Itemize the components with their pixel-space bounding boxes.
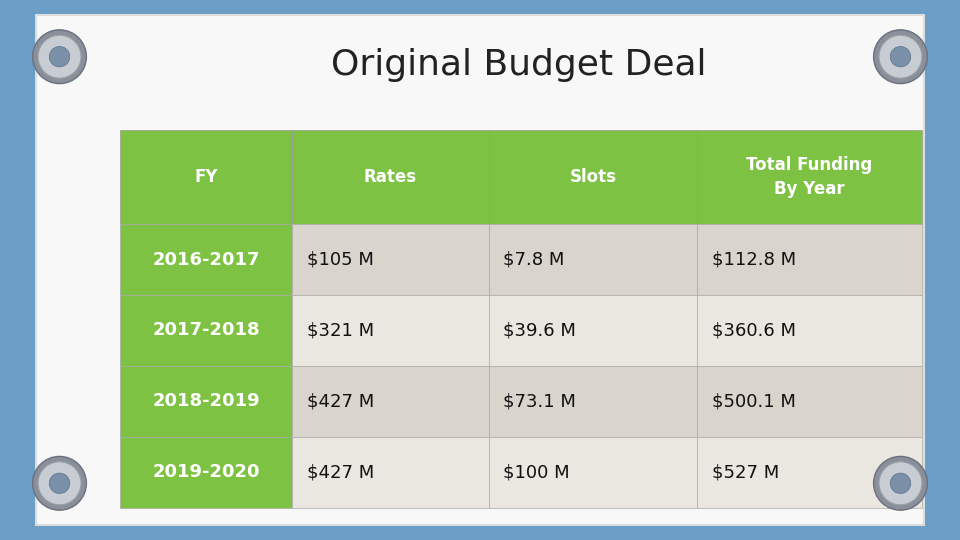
FancyBboxPatch shape xyxy=(120,130,293,224)
Ellipse shape xyxy=(890,473,911,494)
FancyBboxPatch shape xyxy=(293,366,489,437)
Ellipse shape xyxy=(874,456,927,510)
FancyBboxPatch shape xyxy=(293,130,489,224)
Text: 2017-2018: 2017-2018 xyxy=(153,321,260,340)
FancyBboxPatch shape xyxy=(120,437,293,508)
FancyBboxPatch shape xyxy=(489,130,697,224)
Text: Original Budget Deal: Original Budget Deal xyxy=(330,48,707,82)
Ellipse shape xyxy=(33,30,86,84)
FancyBboxPatch shape xyxy=(293,295,489,366)
Text: $321 M: $321 M xyxy=(307,321,373,340)
Text: $100 M: $100 M xyxy=(503,463,570,481)
Ellipse shape xyxy=(49,473,70,494)
Ellipse shape xyxy=(890,46,911,67)
FancyBboxPatch shape xyxy=(697,224,922,295)
Text: $7.8 M: $7.8 M xyxy=(503,251,564,268)
Ellipse shape xyxy=(879,35,922,78)
Ellipse shape xyxy=(33,456,86,510)
FancyBboxPatch shape xyxy=(293,224,489,295)
Text: $73.1 M: $73.1 M xyxy=(503,392,576,410)
Text: Rates: Rates xyxy=(364,168,417,186)
Text: 2019-2020: 2019-2020 xyxy=(153,463,260,481)
FancyBboxPatch shape xyxy=(697,366,922,437)
FancyBboxPatch shape xyxy=(489,437,697,508)
FancyBboxPatch shape xyxy=(120,224,293,295)
Ellipse shape xyxy=(38,462,81,505)
Text: $500.1 M: $500.1 M xyxy=(711,392,796,410)
Ellipse shape xyxy=(874,30,927,84)
FancyBboxPatch shape xyxy=(697,130,922,224)
Text: $39.6 M: $39.6 M xyxy=(503,321,576,340)
Text: $360.6 M: $360.6 M xyxy=(711,321,796,340)
FancyBboxPatch shape xyxy=(36,15,924,525)
FancyBboxPatch shape xyxy=(697,295,922,366)
Text: Total Funding
By Year: Total Funding By Year xyxy=(746,156,873,198)
FancyBboxPatch shape xyxy=(120,295,293,366)
Ellipse shape xyxy=(38,35,81,78)
Ellipse shape xyxy=(879,462,922,505)
Ellipse shape xyxy=(49,46,70,67)
Text: 2016-2017: 2016-2017 xyxy=(153,251,260,268)
FancyBboxPatch shape xyxy=(489,224,697,295)
FancyBboxPatch shape xyxy=(120,366,293,437)
FancyBboxPatch shape xyxy=(489,295,697,366)
Text: $527 M: $527 M xyxy=(711,463,779,481)
FancyBboxPatch shape xyxy=(293,437,489,508)
Text: $105 M: $105 M xyxy=(307,251,373,268)
FancyBboxPatch shape xyxy=(697,437,922,508)
Text: Slots: Slots xyxy=(569,168,616,186)
Text: $112.8 M: $112.8 M xyxy=(711,251,796,268)
Text: 2018-2019: 2018-2019 xyxy=(153,392,260,410)
Text: FY: FY xyxy=(195,168,218,186)
Text: $427 M: $427 M xyxy=(307,463,374,481)
Text: $427 M: $427 M xyxy=(307,392,374,410)
FancyBboxPatch shape xyxy=(489,366,697,437)
